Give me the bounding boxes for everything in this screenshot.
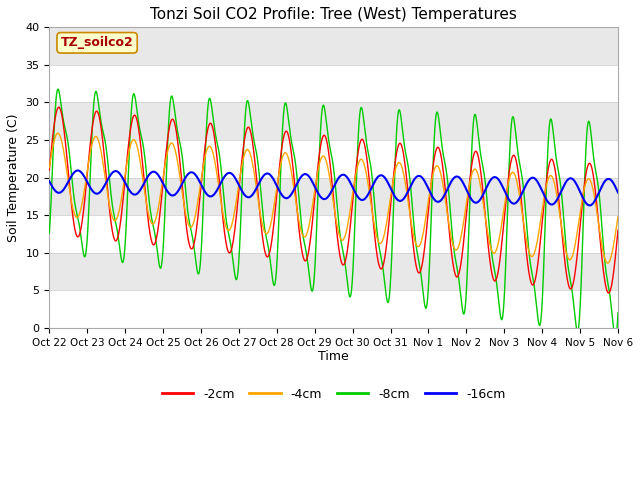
X-axis label: Time: Time xyxy=(318,350,349,363)
Title: Tonzi Soil CO2 Profile: Tree (West) Temperatures: Tonzi Soil CO2 Profile: Tree (West) Temp… xyxy=(150,7,517,22)
Bar xyxy=(49,252,618,290)
Bar xyxy=(49,140,618,178)
Legend: -2cm, -4cm, -8cm, -16cm: -2cm, -4cm, -8cm, -16cm xyxy=(157,383,511,406)
Bar xyxy=(49,27,618,65)
Bar xyxy=(49,290,618,328)
Bar xyxy=(49,178,618,215)
Text: TZ_soilco2: TZ_soilco2 xyxy=(61,36,134,49)
Bar xyxy=(49,215,618,252)
Y-axis label: Soil Temperature (C): Soil Temperature (C) xyxy=(7,113,20,242)
Bar xyxy=(49,65,618,102)
Bar xyxy=(49,102,618,140)
